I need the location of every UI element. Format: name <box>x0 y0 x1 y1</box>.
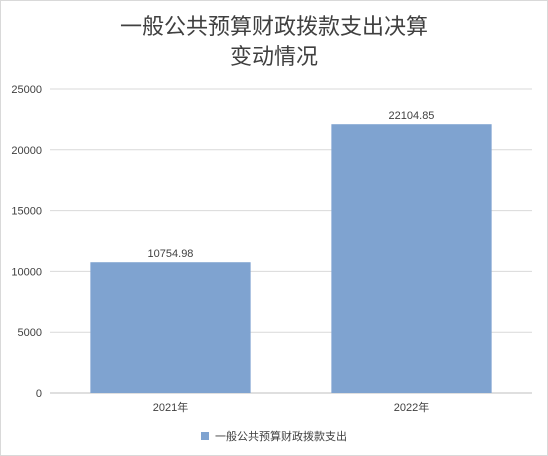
legend: 一般公共预算财政拨款支出 <box>1 428 547 444</box>
chart-title: 一般公共预算财政拨款支出决算 变动情况 <box>119 15 428 70</box>
bar <box>331 124 492 394</box>
y-tick-label: 25000 <box>11 84 42 96</box>
x-tick-label: 2022年 <box>394 400 429 414</box>
y-tick-label: 10000 <box>11 266 42 278</box>
y-tick-label: 20000 <box>11 145 42 157</box>
bar <box>90 262 251 393</box>
legend-swatch <box>201 432 209 440</box>
data-label: 10754.98 <box>148 248 194 260</box>
y-tick-label: 0 <box>36 388 42 400</box>
x-tick-label: 2021年 <box>153 400 188 414</box>
legend-label: 一般公共预算财政拨款支出 <box>215 430 347 443</box>
y-tick-label: 15000 <box>11 206 42 218</box>
y-tick-label: 5000 <box>18 327 42 339</box>
data-label: 22104.85 <box>389 110 435 122</box>
